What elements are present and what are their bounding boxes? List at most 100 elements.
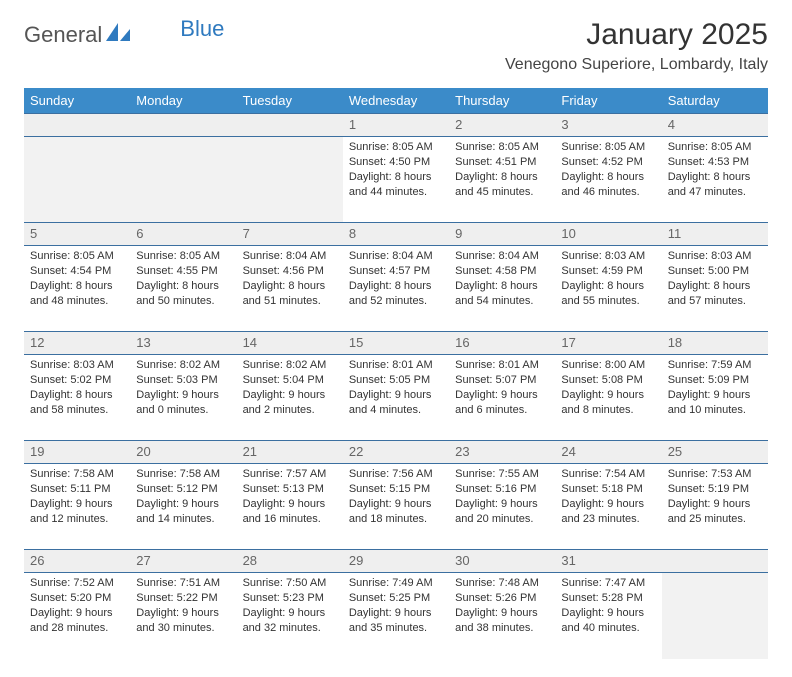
day-number: 25 [668,444,682,459]
day-info: Sunrise: 8:01 AMSunset: 5:07 PMDaylight:… [455,358,549,417]
day-number: 2 [455,117,462,132]
brand-part1: General [24,22,102,48]
sunrise-line: Sunrise: 7:58 AM [136,467,230,482]
daylight-line2: and 10 minutes. [668,403,762,418]
day-number-cell: 10 [555,223,661,246]
day-number-cell: 22 [343,441,449,464]
day-info: Sunrise: 7:59 AMSunset: 5:09 PMDaylight:… [668,358,762,417]
day-number-cell: 18 [662,332,768,355]
week-content-row: Sunrise: 7:58 AM Sunset: 5:11 PM Daylight:… [24,464,768,550]
day-info: Sunrise: 8:03 AMSunset: 5:00 PMDaylight:… [668,249,762,308]
day-info: Sunrise: 7:53 AMSunset: 5:19 PMDaylight:… [668,467,762,526]
day-number: 8 [349,226,356,241]
day-number: 29 [349,553,363,568]
day-number: 22 [349,444,363,459]
day-number: 19 [30,444,44,459]
day-number-cell: 30 [449,550,555,573]
daylight-line1: Daylight: 9 hours [243,388,337,403]
day-info: Sunrise: 8:04 AMSunset: 4:57 PMDaylight:… [349,249,443,308]
day-cell: Sunrise: 7:58 AMSunset: 5:11 PMDaylight:… [24,464,130,550]
sunrise-line: Sunrise: 8:05 AM [30,249,124,264]
daylight-line1: Daylight: 9 hours [136,497,230,512]
sunset-line: Sunset: 5:13 PM [243,482,337,497]
daylight-line1: Daylight: 8 hours [30,388,124,403]
daylight-line1: Daylight: 9 hours [455,606,549,621]
day-cell: Sunrise: 8:00 AMSunset: 5:08 PMDaylight:… [555,355,661,441]
sunset-line: Sunset: 5:11 PM [30,482,124,497]
page-header: General Blue January 2025 Venegono Super… [24,18,768,74]
day-info: Sunrise: 7:56 AMSunset: 5:15 PMDaylight:… [349,467,443,526]
day-number: 12 [30,335,44,350]
sunrise-line: Sunrise: 7:55 AM [455,467,549,482]
daylight-line2: and 12 minutes. [30,512,124,527]
day-info: Sunrise: 8:05 AMSunset: 4:51 PMDaylight:… [455,140,549,199]
calendar-body: 1234Sunrise: 8:05 AMSunset: 4:50 PMDayli… [24,114,768,659]
day-number: 30 [455,553,469,568]
day-header-thursday: Thursday [449,88,555,114]
sunset-line: Sunset: 5:22 PM [136,591,230,606]
day-info: Sunrise: 7:57 AMSunset: 5:13 PMDaylight:… [243,467,337,526]
day-info: Sunrise: 8:04 AMSunset: 4:58 PMDaylight:… [455,249,549,308]
sunset-line: Sunset: 5:23 PM [243,591,337,606]
day-info: Sunrise: 8:03 AMSunset: 5:02 PMDaylight:… [30,358,124,417]
daylight-line1: Daylight: 8 hours [243,279,337,294]
day-cell: Sunrise: 8:02 AMSunset: 5:03 PMDaylight:… [130,355,236,441]
daylight-line1: Daylight: 9 hours [349,606,443,621]
day-number-cell: 3 [555,114,661,137]
day-cell: Sunrise: 7:50 AMSunset: 5:23 PMDaylight:… [237,573,343,659]
day-cell: Sunrise: 7:59 AMSunset: 5:09 PMDaylight:… [662,355,768,441]
day-number: 4 [668,117,675,132]
sunset-line: Sunset: 4:54 PM [30,264,124,279]
empty-day-cell [662,573,768,659]
sunset-line: Sunset: 4:56 PM [243,264,337,279]
sunrise-line: Sunrise: 7:49 AM [349,576,443,591]
day-info: Sunrise: 7:58 AMSunset: 5:12 PMDaylight:… [136,467,230,526]
daylight-line1: Daylight: 8 hours [455,170,549,185]
daylight-line1: Daylight: 8 hours [136,279,230,294]
day-cell: Sunrise: 8:05 AMSunset: 4:52 PMDaylight:… [555,137,661,223]
sunset-line: Sunset: 5:04 PM [243,373,337,388]
day-info: Sunrise: 8:03 AMSunset: 4:59 PMDaylight:… [561,249,655,308]
sunset-line: Sunset: 4:58 PM [455,264,549,279]
day-number: 24 [561,444,575,459]
daylight-line2: and 50 minutes. [136,294,230,309]
day-cell: Sunrise: 7:57 AMSunset: 5:13 PMDaylight:… [237,464,343,550]
daylight-line2: and 44 minutes. [349,185,443,200]
sunset-line: Sunset: 5:20 PM [30,591,124,606]
daylight-line2: and 16 minutes. [243,512,337,527]
week-content-row: Sunrise: 8:03 AMSunset: 5:02 PMDaylight:… [24,355,768,441]
day-header-row: SundayMondayTuesdayWednesdayThursdayFrid… [24,88,768,114]
sunrise-line: Sunrise: 8:03 AM [561,249,655,264]
daylight-line1: Daylight: 9 hours [561,388,655,403]
daylight-line1: Daylight: 8 hours [561,279,655,294]
day-info: Sunrise: 8:02 AMSunset: 5:03 PMDaylight:… [136,358,230,417]
day-cell: Sunrise: 7:49 AMSunset: 5:25 PMDaylight:… [343,573,449,659]
daylight-line2: and 18 minutes. [349,512,443,527]
sunrise-line: Sunrise: 7:52 AM [30,576,124,591]
daylight-line2: and 58 minutes. [30,403,124,418]
daylight-line1: Daylight: 9 hours [243,606,337,621]
day-number-cell: 13 [130,332,236,355]
daylight-line1: Daylight: 9 hours [455,497,549,512]
sunset-line: Sunset: 5:26 PM [455,591,549,606]
day-number-cell: 1 [343,114,449,137]
month-title: January 2025 [505,18,768,52]
sunrise-line: Sunrise: 8:02 AM [136,358,230,373]
day-number: 5 [30,226,37,241]
day-cell: Sunrise: 7:51 AMSunset: 5:22 PMDaylight:… [130,573,236,659]
sunrise-line: Sunrise: 8:05 AM [668,140,762,155]
sunset-line: Sunset: 5:16 PM [455,482,549,497]
day-number-cell: 5 [24,223,130,246]
day-header-saturday: Saturday [662,88,768,114]
day-cell: Sunrise: 8:03 AMSunset: 5:00 PMDaylight:… [662,246,768,332]
daylight-line2: and 2 minutes. [243,403,337,418]
sunset-line: Sunset: 5:15 PM [349,482,443,497]
sunrise-line: Sunrise: 8:01 AM [455,358,549,373]
day-cell: Sunrise: 8:04 AMSunset: 4:57 PMDaylight:… [343,246,449,332]
daylight-line2: and 46 minutes. [561,185,655,200]
daylight-line1: Daylight: 9 hours [455,388,549,403]
sunset-line: Sunset: 5:02 PM [30,373,124,388]
day-number-cell [237,114,343,137]
sunrise-line: Sunrise: 7:50 AM [243,576,337,591]
day-number: 16 [455,335,469,350]
